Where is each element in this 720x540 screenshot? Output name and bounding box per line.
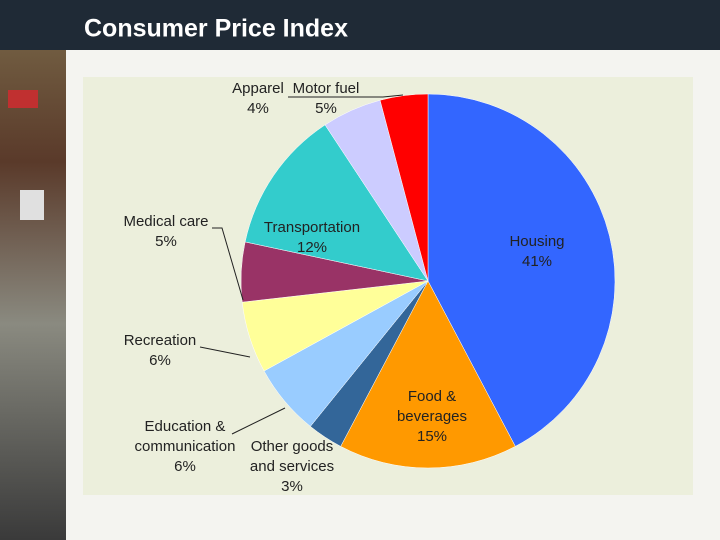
slice-value-label: 6% bbox=[174, 458, 196, 475]
photo-sign bbox=[8, 90, 38, 108]
slice-label: Other goods and services bbox=[250, 438, 334, 475]
slice-value-label: 12% bbox=[297, 239, 327, 256]
pie-slice bbox=[244, 124, 429, 282]
leader-lines bbox=[199, 94, 404, 435]
slice-value-label: 4% bbox=[247, 100, 269, 117]
slice-value-label: 3% bbox=[281, 478, 303, 495]
slide-title: Consumer Price Index bbox=[84, 15, 348, 43]
photo-strip bbox=[0, 0, 66, 540]
slice-value-label: 41% bbox=[522, 253, 552, 270]
title-bar bbox=[0, 0, 720, 50]
slice-value-label: 15% bbox=[417, 428, 447, 445]
pie-slice bbox=[340, 280, 516, 469]
slice-label: Food & beverages bbox=[397, 388, 467, 425]
slice-label: Transportation bbox=[264, 219, 360, 236]
pie-slice bbox=[427, 93, 616, 447]
slice-label: Apparel bbox=[232, 80, 284, 97]
photo-bus bbox=[20, 190, 44, 220]
slice-label: Recreation bbox=[124, 332, 197, 349]
pie-slice bbox=[379, 93, 429, 282]
slice-value-label: 5% bbox=[315, 100, 337, 117]
slice-value-label: 5% bbox=[155, 233, 177, 250]
slice-label: Medical care bbox=[123, 213, 208, 230]
slice-value-label: 6% bbox=[149, 352, 171, 369]
slice-label: Housing bbox=[509, 233, 564, 250]
slice-label: Education & communication bbox=[135, 418, 236, 455]
slice-label: Motor fuel bbox=[293, 80, 360, 97]
pie bbox=[240, 93, 616, 469]
